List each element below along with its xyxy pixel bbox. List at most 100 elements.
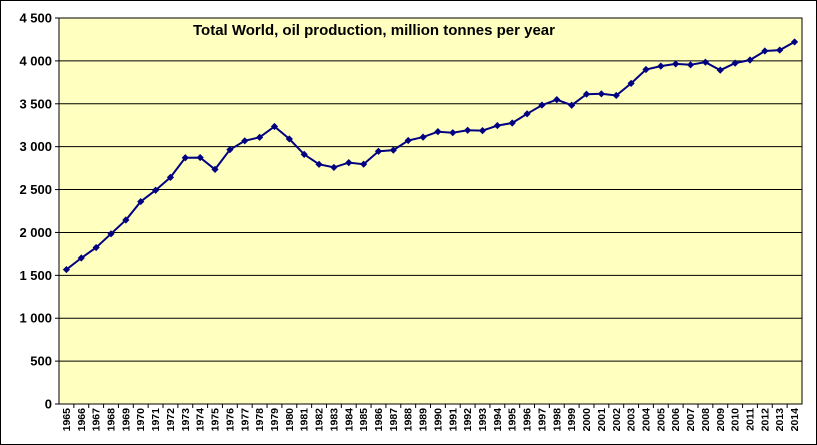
y-tick-label: 4 500 xyxy=(19,11,52,26)
x-tick-label: 1981 xyxy=(299,408,311,432)
data-point-marker xyxy=(790,38,799,46)
data-point-marker xyxy=(196,153,204,162)
data-point-marker xyxy=(404,136,412,145)
x-tick-label: 2013 xyxy=(774,408,786,432)
data-point-marker xyxy=(701,58,710,66)
y-tick-label: 0 xyxy=(45,397,52,412)
x-tick-label: 2014 xyxy=(789,408,801,432)
x-tick-label: 1999 xyxy=(566,408,578,432)
data-point-marker xyxy=(627,79,635,87)
data-point-marker xyxy=(597,90,605,98)
data-point-marker xyxy=(107,230,115,238)
data-point-marker xyxy=(137,197,145,206)
x-tick-label: 1997 xyxy=(536,408,548,432)
data-point-marker xyxy=(300,150,308,158)
x-tick-label: 1994 xyxy=(492,408,504,432)
data-point-marker xyxy=(478,127,487,135)
data-point-marker xyxy=(434,128,442,136)
data-point-marker xyxy=(538,101,546,109)
data-point-marker xyxy=(374,147,383,155)
x-tick-label: 1973 xyxy=(180,408,192,432)
data-point-marker xyxy=(686,61,695,69)
x-tick-label: 2003 xyxy=(626,408,638,432)
x-tick-label: 1992 xyxy=(462,408,474,432)
x-tick-label: 1986 xyxy=(373,408,385,432)
y-tick-label: 4 000 xyxy=(19,53,52,68)
series-markers xyxy=(62,38,799,274)
x-tick-label: 1995 xyxy=(507,408,519,432)
gridlines xyxy=(59,60,802,362)
x-tick-label: 1969 xyxy=(120,408,132,432)
x-tick-label: 1980 xyxy=(284,408,296,432)
x-tick-label: 1989 xyxy=(418,408,430,432)
y-tick-label: 2 500 xyxy=(19,182,52,197)
x-tick-label: 2012 xyxy=(759,408,771,432)
data-point-marker xyxy=(151,186,160,194)
x-tick-label: 1998 xyxy=(551,408,563,432)
x-tick-label: 1990 xyxy=(432,408,444,432)
y-axis-ticks: 0 500 1 000 1 500 2 000 2 500 3 000 3 500 4 000 4… xyxy=(19,11,59,412)
x-tick-label: 1983 xyxy=(328,408,340,432)
x-tick-label: 1979 xyxy=(269,408,281,432)
x-tick-label: 2005 xyxy=(655,408,667,432)
x-tick-label: 1968 xyxy=(106,408,118,432)
y-tick-label: 2 000 xyxy=(19,225,52,240)
data-point-marker xyxy=(657,62,665,70)
data-point-marker xyxy=(330,163,338,172)
x-tick-label: 1966 xyxy=(76,408,88,432)
x-axis-ticks: 1965 1966 1967 1968 1969 1970 1971 1972 1973 1974… xyxy=(61,404,801,431)
x-tick-label: 1972 xyxy=(165,408,177,432)
data-point-marker xyxy=(315,160,323,168)
x-tick-label: 1974 xyxy=(195,408,207,432)
x-tick-label: 2008 xyxy=(700,408,712,432)
data-point-marker xyxy=(508,119,516,127)
x-tick-label: 2011 xyxy=(744,408,756,431)
y-tick-label: 1 000 xyxy=(19,311,52,326)
plot-area xyxy=(58,17,803,405)
data-point-marker xyxy=(464,126,472,134)
data-point-marker xyxy=(493,121,501,130)
x-tick-label: 1965 xyxy=(61,408,73,432)
data-point-marker xyxy=(62,265,71,274)
data-point-marker xyxy=(389,146,397,154)
x-tick-label: 1971 xyxy=(150,408,162,432)
x-tick-label: 1993 xyxy=(477,408,489,432)
y-tick-label: 500 xyxy=(30,354,52,369)
x-tick-label: 1977 xyxy=(239,408,251,432)
data-point-marker xyxy=(642,65,650,74)
x-tick-label: 1967 xyxy=(91,408,103,432)
x-tick-label: 1987 xyxy=(388,408,400,432)
y-tick-label: 1 500 xyxy=(19,268,52,283)
x-tick-label: 2000 xyxy=(581,408,593,432)
data-point-marker xyxy=(716,66,724,74)
x-tick-label: 1996 xyxy=(522,408,534,432)
x-tick-label: 1970 xyxy=(135,408,147,432)
x-tick-label: 1984 xyxy=(343,408,355,432)
x-tick-label: 1982 xyxy=(314,408,326,432)
data-point-marker xyxy=(77,254,85,262)
data-point-marker xyxy=(241,137,249,145)
data-point-marker xyxy=(122,216,130,224)
y-tick-label: 3 500 xyxy=(19,96,52,111)
y-tick-label: 3 000 xyxy=(19,139,52,154)
data-point-marker xyxy=(211,165,219,173)
data-point-marker xyxy=(553,96,561,104)
data-point-marker xyxy=(746,56,754,64)
data-point-marker xyxy=(285,135,293,143)
x-tick-label: 1985 xyxy=(358,408,370,432)
chart-title: Total World, oil production, million ton… xyxy=(193,22,555,39)
data-point-marker xyxy=(181,154,189,162)
x-tick-label: 2002 xyxy=(611,408,623,432)
x-tick-label: 2004 xyxy=(640,408,652,432)
data-point-marker xyxy=(731,59,739,67)
x-tick-label: 1978 xyxy=(254,408,266,432)
x-tick-label: 2001 xyxy=(596,408,608,432)
data-point-marker xyxy=(449,129,457,137)
data-point-marker xyxy=(672,60,680,68)
x-tick-label: 2009 xyxy=(715,408,727,432)
x-tick-label: 1988 xyxy=(403,408,415,432)
data-point-marker xyxy=(226,146,234,154)
data-point-marker xyxy=(360,160,368,168)
data-point-marker xyxy=(345,159,353,167)
